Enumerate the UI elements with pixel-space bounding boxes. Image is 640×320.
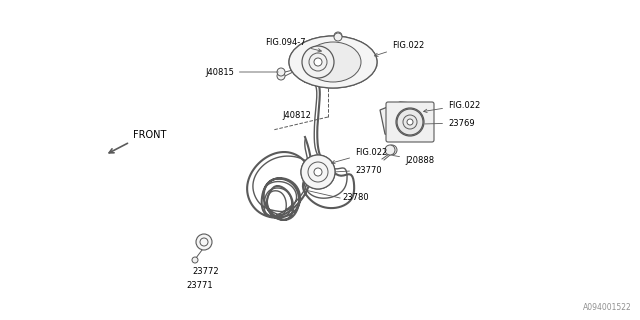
Text: 23772: 23772: [192, 268, 219, 276]
Circle shape: [334, 32, 342, 40]
Circle shape: [301, 155, 335, 189]
Circle shape: [397, 109, 423, 135]
Text: FRONT: FRONT: [133, 130, 166, 140]
Circle shape: [385, 145, 395, 155]
Text: 23769: 23769: [425, 118, 475, 127]
FancyBboxPatch shape: [386, 102, 434, 142]
Text: J40812: J40812: [282, 110, 311, 119]
Circle shape: [314, 168, 322, 176]
Text: A094001522: A094001522: [583, 303, 632, 312]
Circle shape: [334, 33, 342, 41]
Circle shape: [314, 168, 322, 176]
Polygon shape: [380, 102, 428, 140]
Text: FIG.022: FIG.022: [424, 100, 480, 113]
Circle shape: [407, 119, 413, 125]
Ellipse shape: [289, 36, 377, 88]
Circle shape: [302, 46, 334, 78]
Circle shape: [301, 155, 335, 189]
Circle shape: [196, 234, 212, 250]
Text: 23771: 23771: [186, 282, 212, 291]
Circle shape: [277, 68, 285, 76]
Circle shape: [396, 108, 424, 136]
Ellipse shape: [289, 36, 377, 88]
Ellipse shape: [305, 42, 361, 82]
Text: FIG.094-7: FIG.094-7: [265, 37, 321, 52]
Circle shape: [192, 257, 198, 263]
Text: J40815: J40815: [205, 68, 278, 76]
Text: FIG.022: FIG.022: [332, 148, 387, 164]
Circle shape: [314, 58, 322, 66]
Circle shape: [297, 44, 333, 80]
Circle shape: [407, 119, 413, 125]
Circle shape: [387, 145, 397, 155]
Text: FIG.022: FIG.022: [374, 41, 424, 56]
Ellipse shape: [323, 44, 363, 80]
Ellipse shape: [293, 42, 353, 82]
Text: J20888: J20888: [393, 156, 434, 164]
Circle shape: [277, 72, 285, 80]
Text: 23770: 23770: [336, 165, 381, 174]
Text: 23780: 23780: [342, 194, 369, 203]
